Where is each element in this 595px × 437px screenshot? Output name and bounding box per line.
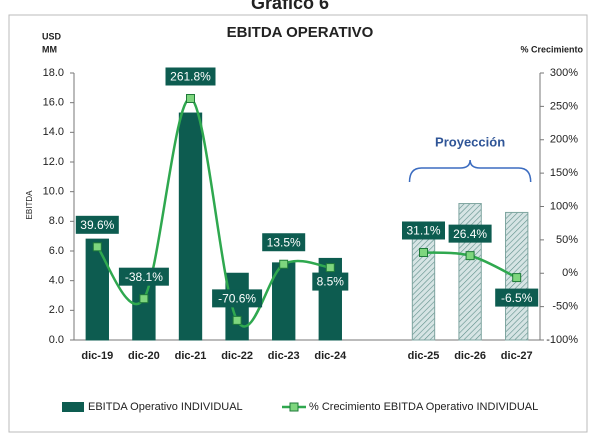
data-label: 26.4%: [453, 227, 487, 241]
y2-tick-label: 250%: [550, 100, 578, 112]
y-axis-label: EBITDA: [25, 190, 34, 220]
data-label-box: [262, 233, 306, 252]
data-label: -70.6%: [218, 292, 256, 306]
line-marker: [186, 93, 195, 103]
y-tick-label: 14.0: [43, 126, 64, 138]
x-tick-label: dic-20: [128, 350, 160, 362]
data-label: 261.8%: [170, 70, 211, 84]
line-marker: [325, 263, 335, 273]
annotation: Proyección: [435, 134, 505, 149]
y2-tick-label: 200%: [550, 134, 578, 146]
data-label: 39.6%: [80, 218, 114, 232]
y2-tick-label: 50%: [556, 234, 578, 246]
y-tick-label: 16.0: [43, 97, 64, 109]
y-tick-label: 2.0: [49, 304, 64, 316]
line-marker: [279, 259, 289, 269]
x-tick-label: dic-24: [314, 350, 347, 362]
x-tick-label: dic-23: [268, 350, 300, 362]
page-title: Gráfico 6: [251, 0, 329, 13]
data-label: -38.1%: [125, 270, 163, 284]
annotation-brace: [408, 159, 532, 183]
line-marker: [139, 294, 149, 304]
data-label-box: [75, 215, 119, 234]
y2-tick-label: -50%: [552, 301, 578, 313]
legend-label: EBITDA Operativo INDIVIDUAL: [88, 401, 243, 413]
bar: [458, 203, 482, 341]
y-tick-label: 10.0: [43, 186, 64, 198]
data-label-box: [212, 289, 263, 308]
data-label: 13.5%: [267, 235, 301, 249]
data-label-box: [448, 224, 492, 243]
line-marker: [232, 315, 242, 325]
data-label: 8.5%: [317, 275, 345, 289]
y2-tick-label: 150%: [550, 167, 578, 179]
y-unit-label: USD: [42, 31, 62, 41]
y-tick-label: 6.0: [49, 245, 64, 257]
bar: [411, 231, 436, 341]
y2-tick-label: -100%: [546, 334, 578, 346]
legend-label: % Crecimiento EBITDA Operativo INDIVIDUA…: [309, 401, 538, 413]
y-tick-label: 0.0: [49, 334, 64, 346]
data-label: -6.5%: [501, 291, 533, 305]
line-marker: [465, 251, 475, 261]
y-tick-label: 12.0: [43, 156, 64, 168]
bar: [132, 277, 156, 341]
x-tick-label: dic-25: [408, 350, 440, 362]
x-tick-label: dic-22: [221, 350, 253, 362]
y-unit-label: MM: [42, 44, 57, 54]
data-label-box: [495, 288, 539, 307]
data-label-box: [312, 272, 349, 291]
y-tick-label: 4.0: [49, 275, 64, 287]
bar: [178, 112, 203, 341]
data-label: 31.1%: [406, 224, 440, 238]
line-marker: [92, 242, 102, 252]
x-tick-label: dic-27: [501, 350, 533, 362]
y2-tick-label: 300%: [550, 67, 578, 79]
y-tick-label: 18.0: [43, 67, 64, 79]
legend-swatch: [62, 402, 84, 412]
bar: [85, 238, 109, 341]
x-tick-label: dic-19: [81, 350, 113, 362]
data-label-box: [402, 221, 445, 240]
y2-axis-label: % Crecimiento: [520, 44, 583, 54]
line-marker: [419, 247, 428, 257]
x-tick-label: dic-21: [175, 350, 207, 362]
data-label-box: [118, 267, 169, 286]
y2-tick-label: 100%: [550, 200, 578, 212]
y2-tick-label: 0%: [562, 267, 578, 279]
line-marker: [512, 273, 522, 283]
legend-swatch: [289, 402, 299, 412]
data-label-box: [165, 67, 216, 86]
chart-title: EBITDA OPERATIVO: [227, 24, 374, 41]
y-tick-label: 8.0: [49, 215, 64, 227]
x-tick-label: dic-26: [454, 350, 486, 362]
